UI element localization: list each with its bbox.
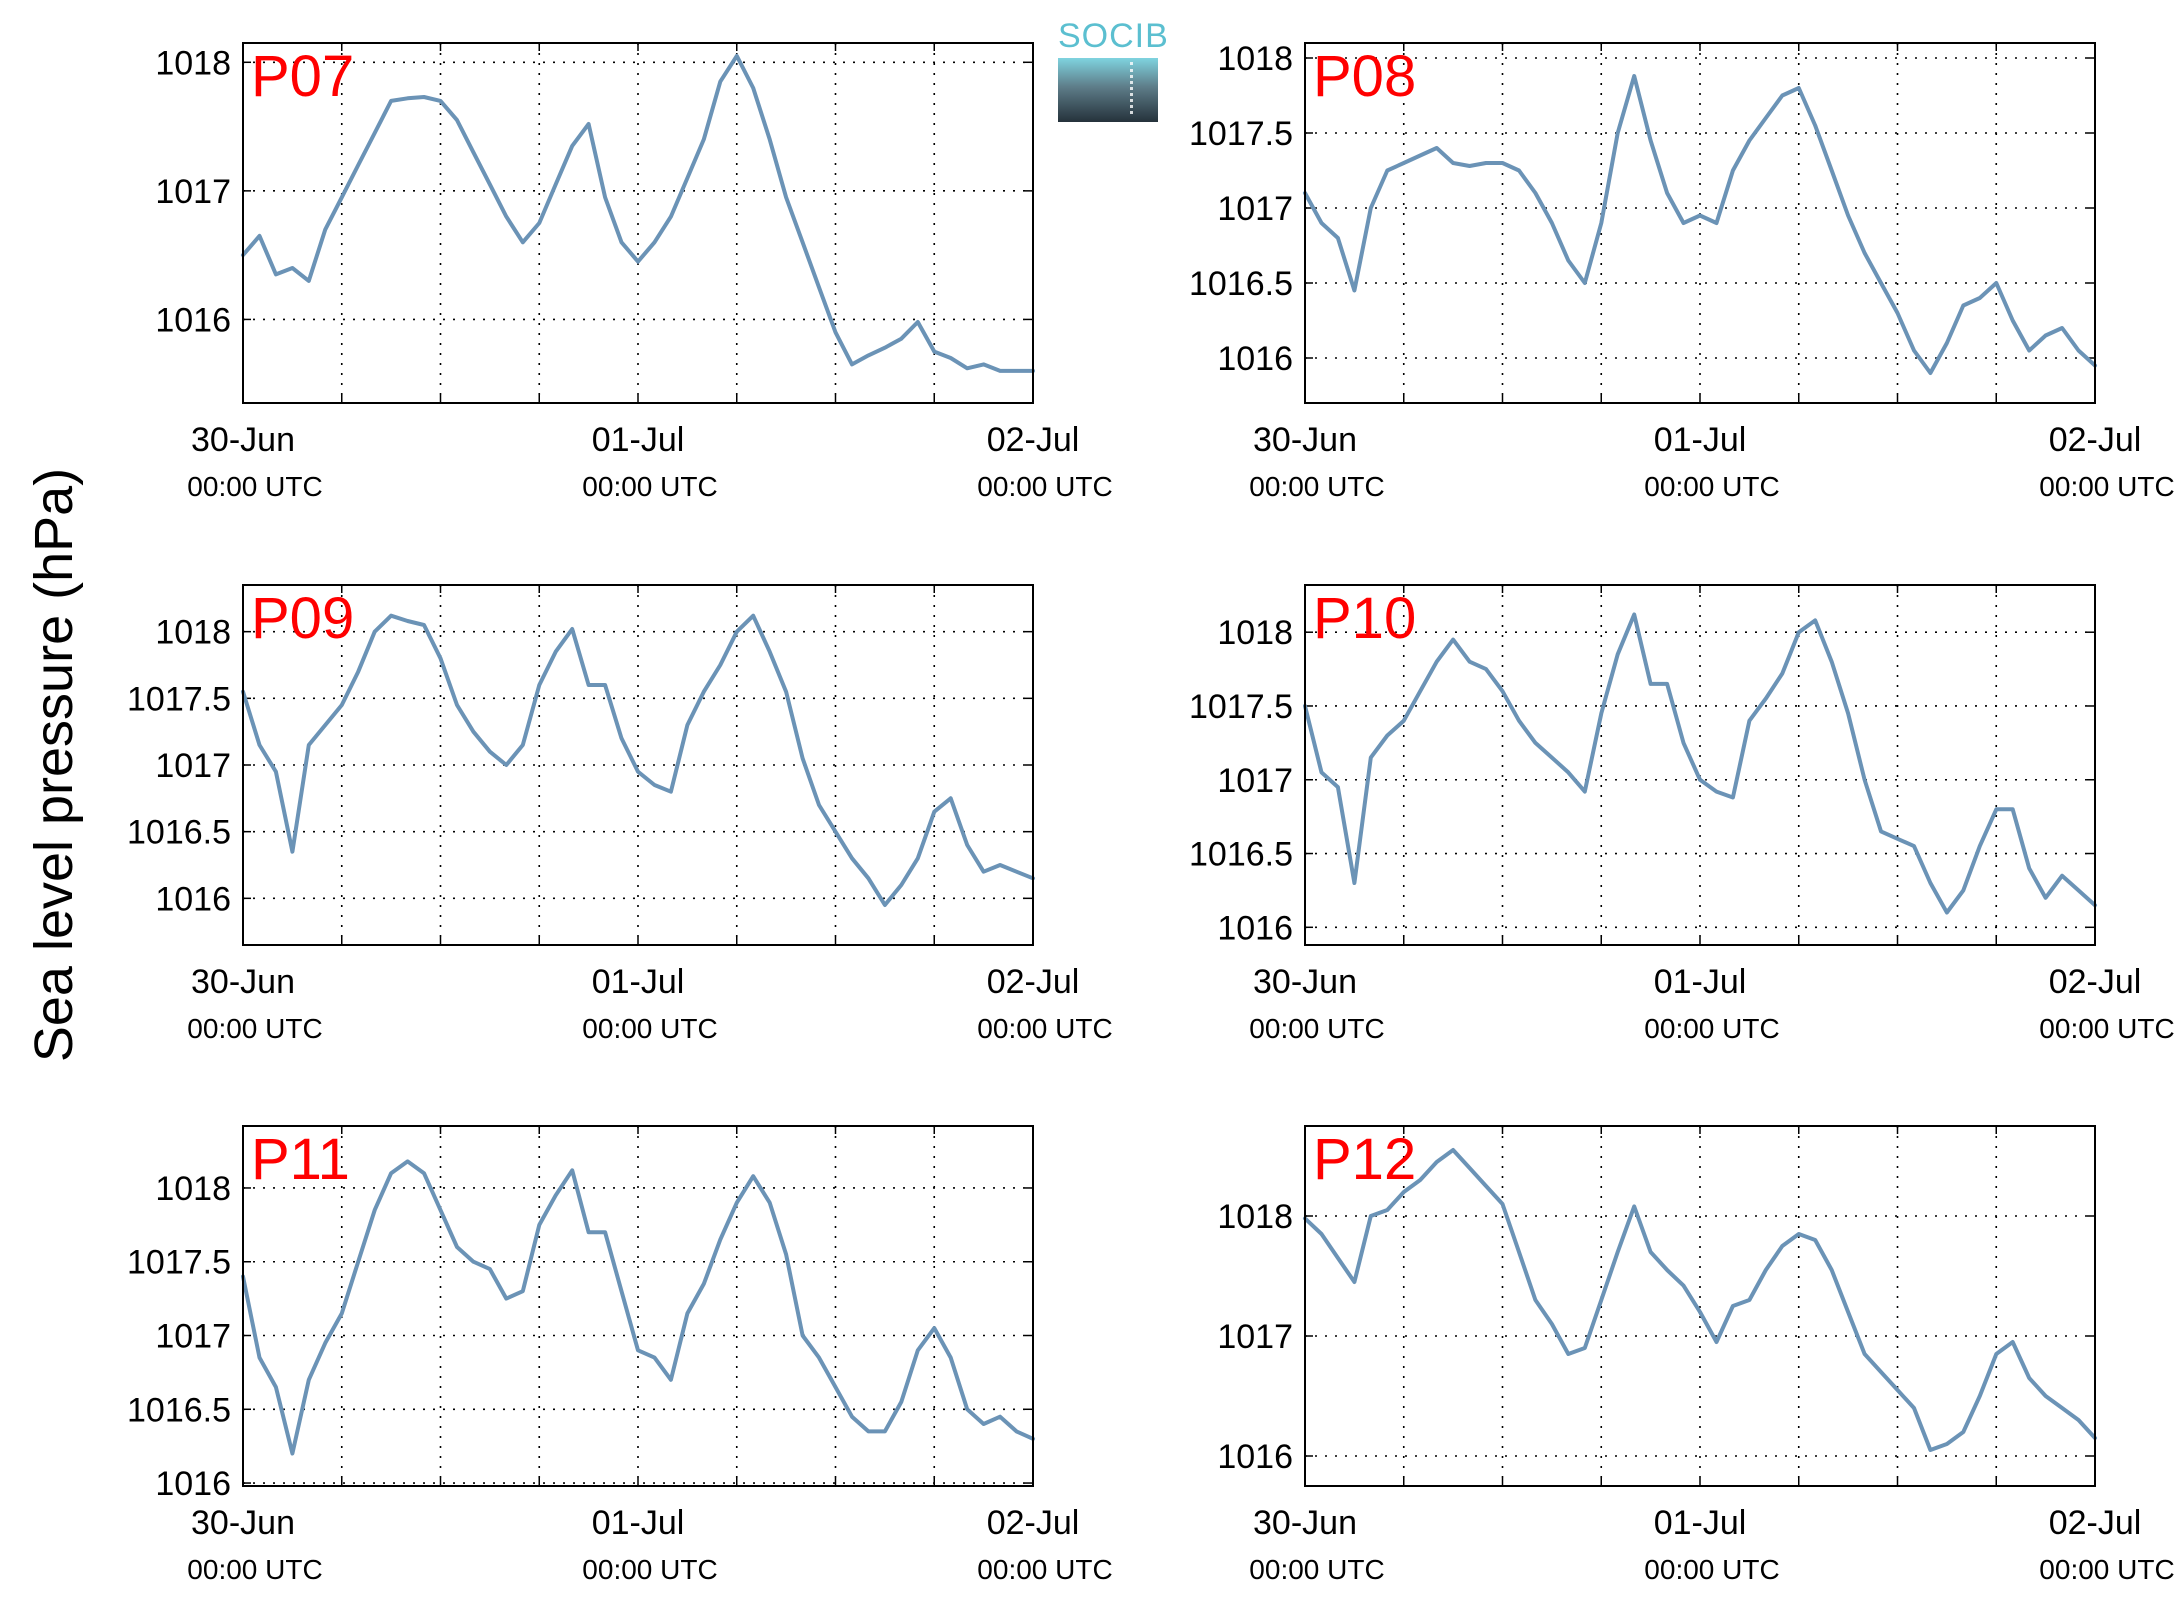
station-label: P08 xyxy=(1313,44,1416,109)
socib-logo: SOCIB xyxy=(1058,17,1169,122)
y-tick-label: 1017.5 xyxy=(127,680,231,718)
axes-frame xyxy=(242,584,1034,946)
station-label: P07 xyxy=(251,44,354,109)
x-tick-label: 01-Jul xyxy=(1654,421,1747,459)
station-label: P12 xyxy=(1313,1127,1416,1192)
series-line xyxy=(1303,74,2097,375)
y-tick-label: 1016 xyxy=(1217,1438,1293,1476)
logo-text: SOCIB xyxy=(1058,17,1169,55)
x-tick-label: 02-Jul xyxy=(987,963,1080,1001)
series-line xyxy=(1303,612,2097,915)
y-tick-label: 1018 xyxy=(155,44,231,82)
x-tick-label: 30-Jun xyxy=(1253,1504,1357,1542)
x-tick-label: 02-Jul xyxy=(987,1504,1080,1542)
y-tick-label: 1016.5 xyxy=(127,1391,231,1429)
x-tick-label: 02-Jul xyxy=(987,421,1080,459)
x-tick-label: 30-Jun xyxy=(191,1504,295,1542)
y-axis-label: Sea level pressure (hPa) xyxy=(24,468,84,1062)
y-tick-label: 1016 xyxy=(1217,909,1293,947)
y-tick-label: 1016.5 xyxy=(127,814,231,852)
panel-p10: 1016 1016.5 1017 1017.5 1018 30-Jun 00:00 UTC 0… xyxy=(1189,584,2175,1044)
y-tick-label: 1017 xyxy=(1217,1318,1293,1356)
y-tick-label: 1017 xyxy=(155,1318,231,1356)
x-tick-label: 30-Jun xyxy=(1253,421,1357,459)
x-tick-label: 01-Jul xyxy=(592,421,685,459)
x-tick-sublabel: 00:00 UTC xyxy=(977,471,1112,502)
station-label: P10 xyxy=(1313,586,1416,651)
x-tick-sublabel: 00:00 UTC xyxy=(1249,1013,1384,1044)
y-tick-label: 1018 xyxy=(155,614,231,652)
x-tick-sublabel: 00:00 UTC xyxy=(187,471,322,502)
x-tick-sublabel: 00:00 UTC xyxy=(1644,1013,1779,1044)
axes-frame xyxy=(1304,42,2096,404)
x-tick-label: 02-Jul xyxy=(2049,421,2142,459)
panel-p09: 1016 1016.5 1017 1017.5 1018 30-Jun 00:00 UTC 0… xyxy=(127,584,1113,1044)
y-tick-label: 1017 xyxy=(155,747,231,785)
x-tick-sublabel: 00:00 UTC xyxy=(1249,1554,1384,1585)
x-tick-sublabel: 00:00 UTC xyxy=(1644,1554,1779,1585)
x-tick-sublabel: 00:00 UTC xyxy=(582,471,717,502)
y-tick-label: 1017.5 xyxy=(127,1244,231,1282)
panel-p12: 1016 1017 1018 30-Jun 00:00 UTC 01-Jul 00:00 U… xyxy=(1217,1125,2175,1585)
y-tick-label: 1017 xyxy=(1217,762,1293,800)
y-tick-label: 1016 xyxy=(1217,340,1293,378)
x-tick-sublabel: 00:00 UTC xyxy=(2039,471,2174,502)
y-tick-label: 1017.5 xyxy=(1189,115,1293,153)
x-tick-sublabel: 00:00 UTC xyxy=(2039,1554,2174,1585)
x-tick-sublabel: 00:00 UTC xyxy=(582,1554,717,1585)
y-tick-label: 1016 xyxy=(155,1465,231,1503)
x-tick-sublabel: 00:00 UTC xyxy=(2039,1013,2174,1044)
series-line xyxy=(241,613,1035,907)
x-tick-label: 01-Jul xyxy=(1654,963,1747,1001)
series-line xyxy=(1303,1148,2097,1452)
y-tick-label: 1016 xyxy=(155,301,231,339)
y-tick-label: 1016 xyxy=(155,880,231,918)
y-tick-label: 1018 xyxy=(155,1170,231,1208)
axes-frame xyxy=(1304,584,2096,946)
logo-graphic xyxy=(1058,58,1158,122)
x-tick-label: 30-Jun xyxy=(1253,963,1357,1001)
axes-frame xyxy=(1304,1125,2096,1487)
panel-p08: 1016 1016.5 1017 1017.5 1018 30-Jun 00:00 UTC 0… xyxy=(1189,40,2175,502)
series-line xyxy=(241,1159,1035,1456)
axes-frame xyxy=(242,42,1034,404)
x-tick-sublabel: 00:00 UTC xyxy=(187,1554,322,1585)
x-tick-sublabel: 00:00 UTC xyxy=(977,1554,1112,1585)
panel-p11: 1016 1016.5 1017 1017.5 1018 30-Jun 00:00 UTC 0… xyxy=(127,1125,1113,1585)
station-label: P11 xyxy=(251,1127,350,1192)
y-tick-label: 1017 xyxy=(155,173,231,211)
y-tick-label: 1018 xyxy=(1217,1198,1293,1236)
x-tick-sublabel: 00:00 UTC xyxy=(1644,471,1779,502)
y-tick-label: 1018 xyxy=(1217,614,1293,652)
logo-dash xyxy=(1130,62,1133,114)
x-tick-label: 01-Jul xyxy=(592,1504,685,1542)
x-tick-sublabel: 00:00 UTC xyxy=(977,1013,1112,1044)
x-tick-label: 01-Jul xyxy=(592,963,685,1001)
x-tick-label: 30-Jun xyxy=(191,421,295,459)
axes-frame xyxy=(242,1125,1034,1487)
x-tick-label: 02-Jul xyxy=(2049,963,2142,1001)
y-tick-label: 1016.5 xyxy=(1189,836,1293,874)
y-tick-label: 1018 xyxy=(1217,40,1293,78)
x-tick-sublabel: 00:00 UTC xyxy=(1249,471,1384,502)
x-tick-label: 02-Jul xyxy=(2049,1504,2142,1542)
y-tick-label: 1016.5 xyxy=(1189,265,1293,303)
x-tick-label: 01-Jul xyxy=(1654,1504,1747,1542)
x-tick-label: 30-Jun xyxy=(191,963,295,1001)
y-tick-label: 1017.5 xyxy=(1189,688,1293,726)
panel-p07: 1016 1017 1018 30-Jun 00:00 UTC 01-Jul 00:00 U… xyxy=(155,42,1113,502)
x-tick-sublabel: 00:00 UTC xyxy=(582,1013,717,1044)
y-tick-label: 1017 xyxy=(1217,190,1293,228)
station-label: P09 xyxy=(251,586,354,651)
series-line xyxy=(241,53,1035,373)
x-tick-sublabel: 00:00 UTC xyxy=(187,1013,322,1044)
